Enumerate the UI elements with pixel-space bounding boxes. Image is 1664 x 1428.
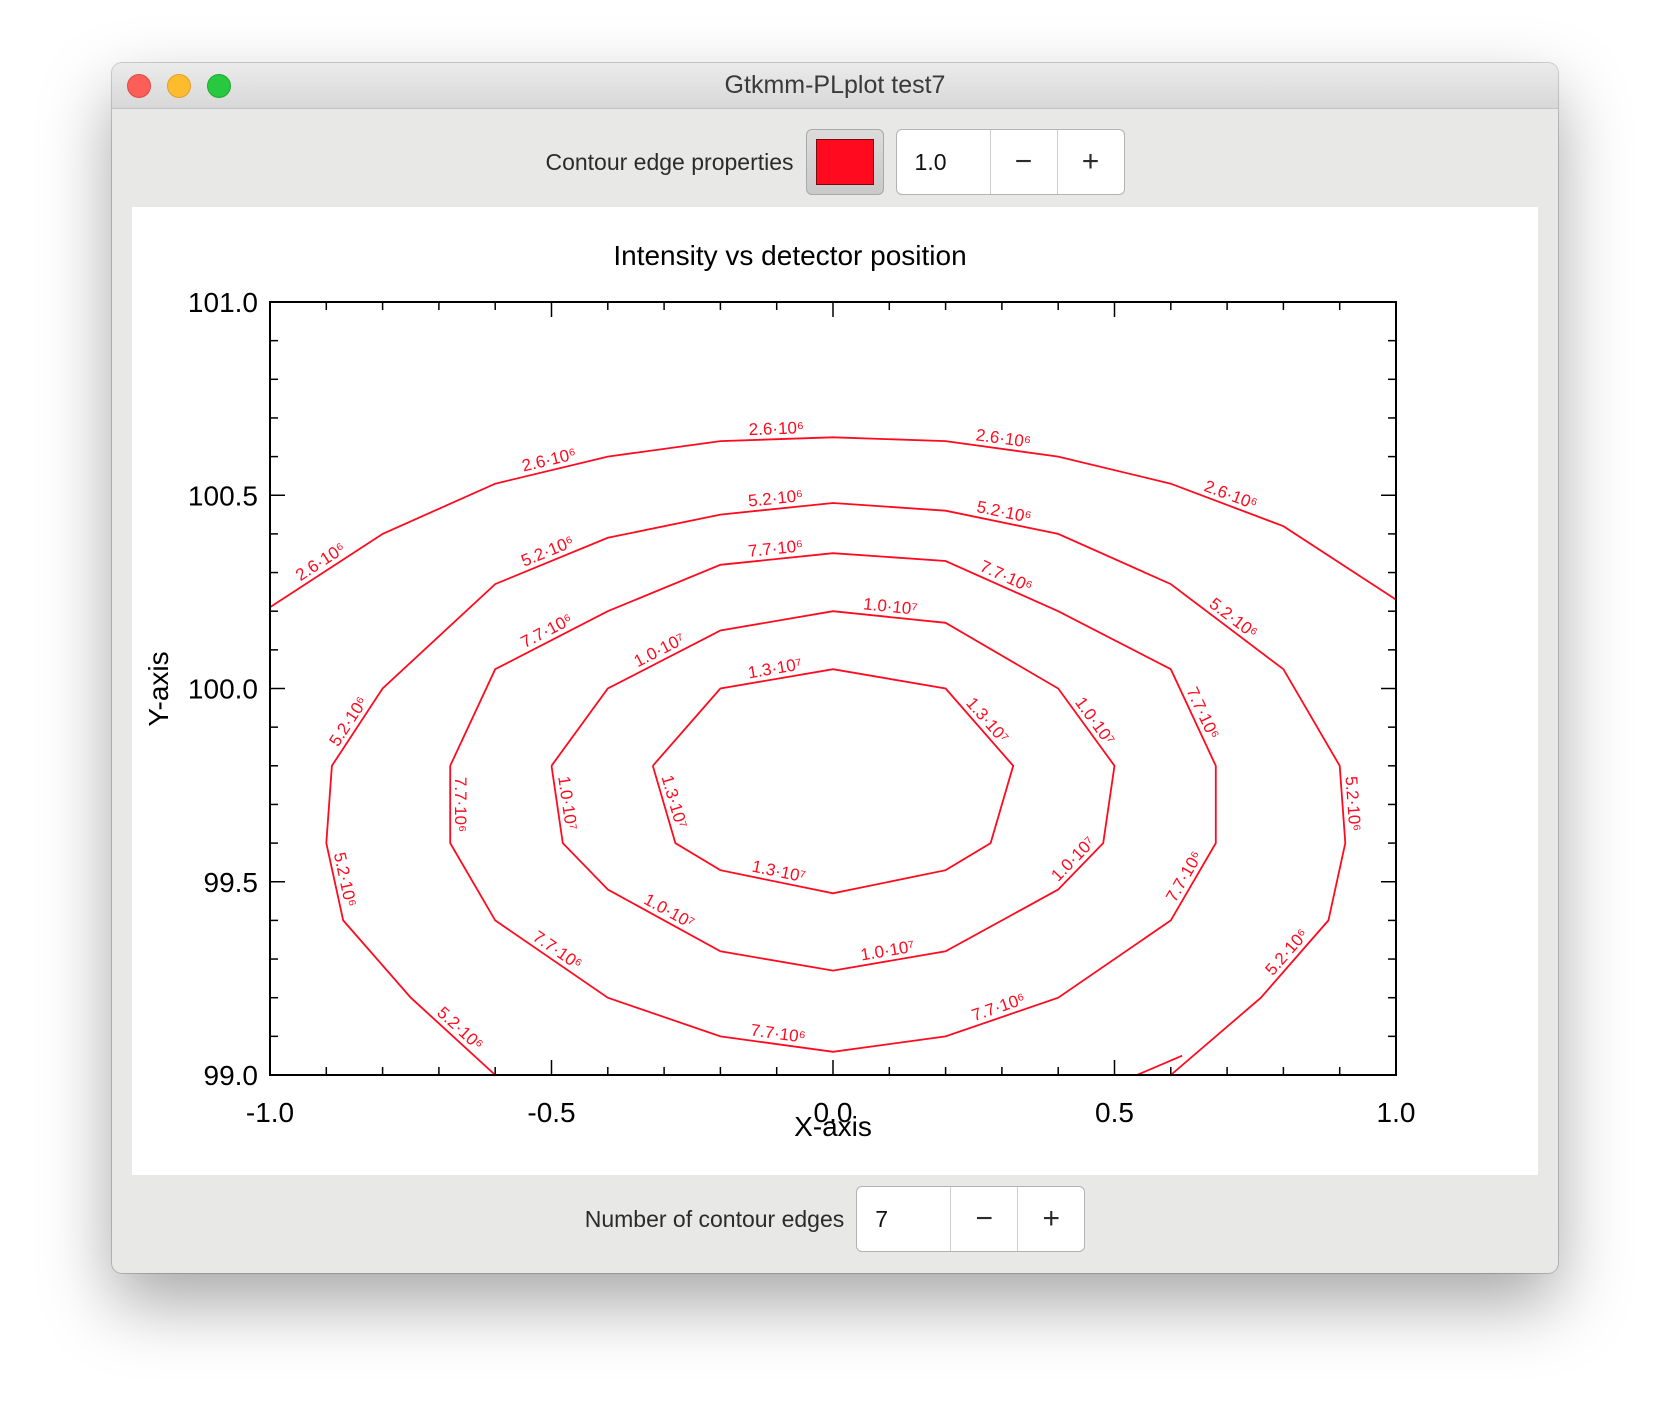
x-tick-label: -1.0: [246, 1097, 294, 1128]
y-axis-label: Y-axis: [143, 651, 174, 726]
edge-properties-label: Contour edge properties: [545, 148, 794, 175]
contour-count-value[interactable]: 7: [857, 1187, 952, 1251]
x-tick-label: 0.0: [814, 1097, 853, 1128]
axis-tick-labels: -1.0 -0.5 0.0 0.5 1.0 99.0 99.5 100.0 100.5 101.0: [188, 287, 1416, 1128]
contour-line: [550, 610, 1116, 972]
edge-color-button[interactable]: [805, 129, 884, 195]
contour-count-decrement-button[interactable]: −: [975, 1202, 994, 1235]
zoom-window-button[interactable]: [207, 74, 231, 98]
contour-label: 7.7·10⁶: [749, 1021, 806, 1047]
y-tick-label: 101.0: [188, 287, 258, 318]
contour-label: 5.2·10⁶: [1261, 925, 1312, 979]
edge-width-increment-button[interactable]: +: [1056, 130, 1124, 194]
x-tick-label: -0.5: [527, 1097, 575, 1128]
edge-width-decrement-button[interactable]: −: [1014, 145, 1033, 178]
contour-label: 7.7·10⁶: [518, 610, 576, 652]
edge-properties-row: Contour edge properties 1.0 − +: [112, 129, 1558, 195]
contour-level: 1.0·10⁷1.0·10⁷1.0·10⁷1.0·10⁷1.0·10⁷1.0·1…: [550, 594, 1118, 972]
plot-frame: [269, 301, 1397, 1076]
app-window: Gtkmm-PLplot test7 Contour edge properti…: [112, 63, 1558, 1273]
contour-label: 7.7·10⁶: [969, 989, 1027, 1025]
contour-count-label: Number of contour edges: [584, 1205, 845, 1232]
contour-label: 5.2·10⁶: [433, 1003, 487, 1054]
window-title: Gtkmm-PLplot test7: [724, 71, 946, 99]
contour-label: 5.2·10⁶: [518, 532, 576, 571]
contour-chart: Intensity vs detector position 2.6·10⁶ 2.…: [143, 240, 1416, 1142]
contour-label: 1.0·10⁷: [554, 775, 581, 832]
chart-title: Intensity vs detector position: [613, 240, 966, 271]
title-bar: Gtkmm-PLplot test7: [112, 63, 1558, 109]
contour-label: 2.6·10⁶: [1202, 476, 1260, 513]
axis-ticks: [269, 301, 1397, 1076]
contour-line: [269, 436, 1397, 609]
edge-color-swatch: [815, 139, 874, 185]
contour-label: 1.0·10⁷: [1071, 693, 1118, 748]
contour-line: [1136, 1054, 1183, 1076]
contour-label: 5.2·10⁶: [1341, 776, 1364, 832]
edge-width-spinbutton[interactable]: 1.0 − +: [895, 129, 1125, 195]
contour-label: 5.2·10⁶: [1206, 594, 1261, 642]
close-window-button[interactable]: [127, 74, 151, 98]
contour-label: 1.3·10⁷: [747, 655, 804, 683]
contour-label: 1.0·10⁷: [631, 629, 688, 671]
edge-width-value[interactable]: 1.0: [897, 130, 991, 194]
contour-label: 2.6·10⁶: [748, 418, 804, 439]
contour-label: 1.3·10⁷: [962, 694, 1012, 747]
contour-line: [325, 502, 1347, 1076]
contour-label: 2.6·10⁶: [975, 425, 1032, 451]
contour-count-increment-button[interactable]: +: [1017, 1187, 1084, 1251]
plot-canvas: Intensity vs detector position 2.6·10⁶ 2.…: [132, 207, 1538, 1175]
contour-label: 7.7·10⁶: [1183, 684, 1224, 742]
y-tick-label: 99.0: [204, 1060, 259, 1091]
y-tick-label: 100.5: [188, 480, 258, 511]
minimize-window-button[interactable]: [167, 74, 191, 98]
contour-line: [651, 668, 1015, 895]
contour-label: 1.0·10⁷: [1047, 833, 1099, 885]
contour-label: 1.0·10⁷: [641, 890, 698, 933]
contour-label: 7.7·10⁶: [977, 557, 1035, 597]
x-tick-label: 1.0: [1377, 1097, 1416, 1128]
y-tick-label: 100.0: [188, 674, 258, 705]
contour-count-spinbutton[interactable]: 7 − +: [856, 1186, 1086, 1252]
x-tick-label: 0.5: [1095, 1097, 1134, 1128]
contour-count-row: Number of contour edges 7 − +: [112, 1186, 1558, 1252]
x-axis-label: X-axis: [794, 1111, 872, 1142]
contour-label: 7.7·10⁶: [451, 777, 470, 832]
contour-line: [449, 552, 1217, 1053]
y-tick-label: 99.5: [204, 867, 259, 898]
